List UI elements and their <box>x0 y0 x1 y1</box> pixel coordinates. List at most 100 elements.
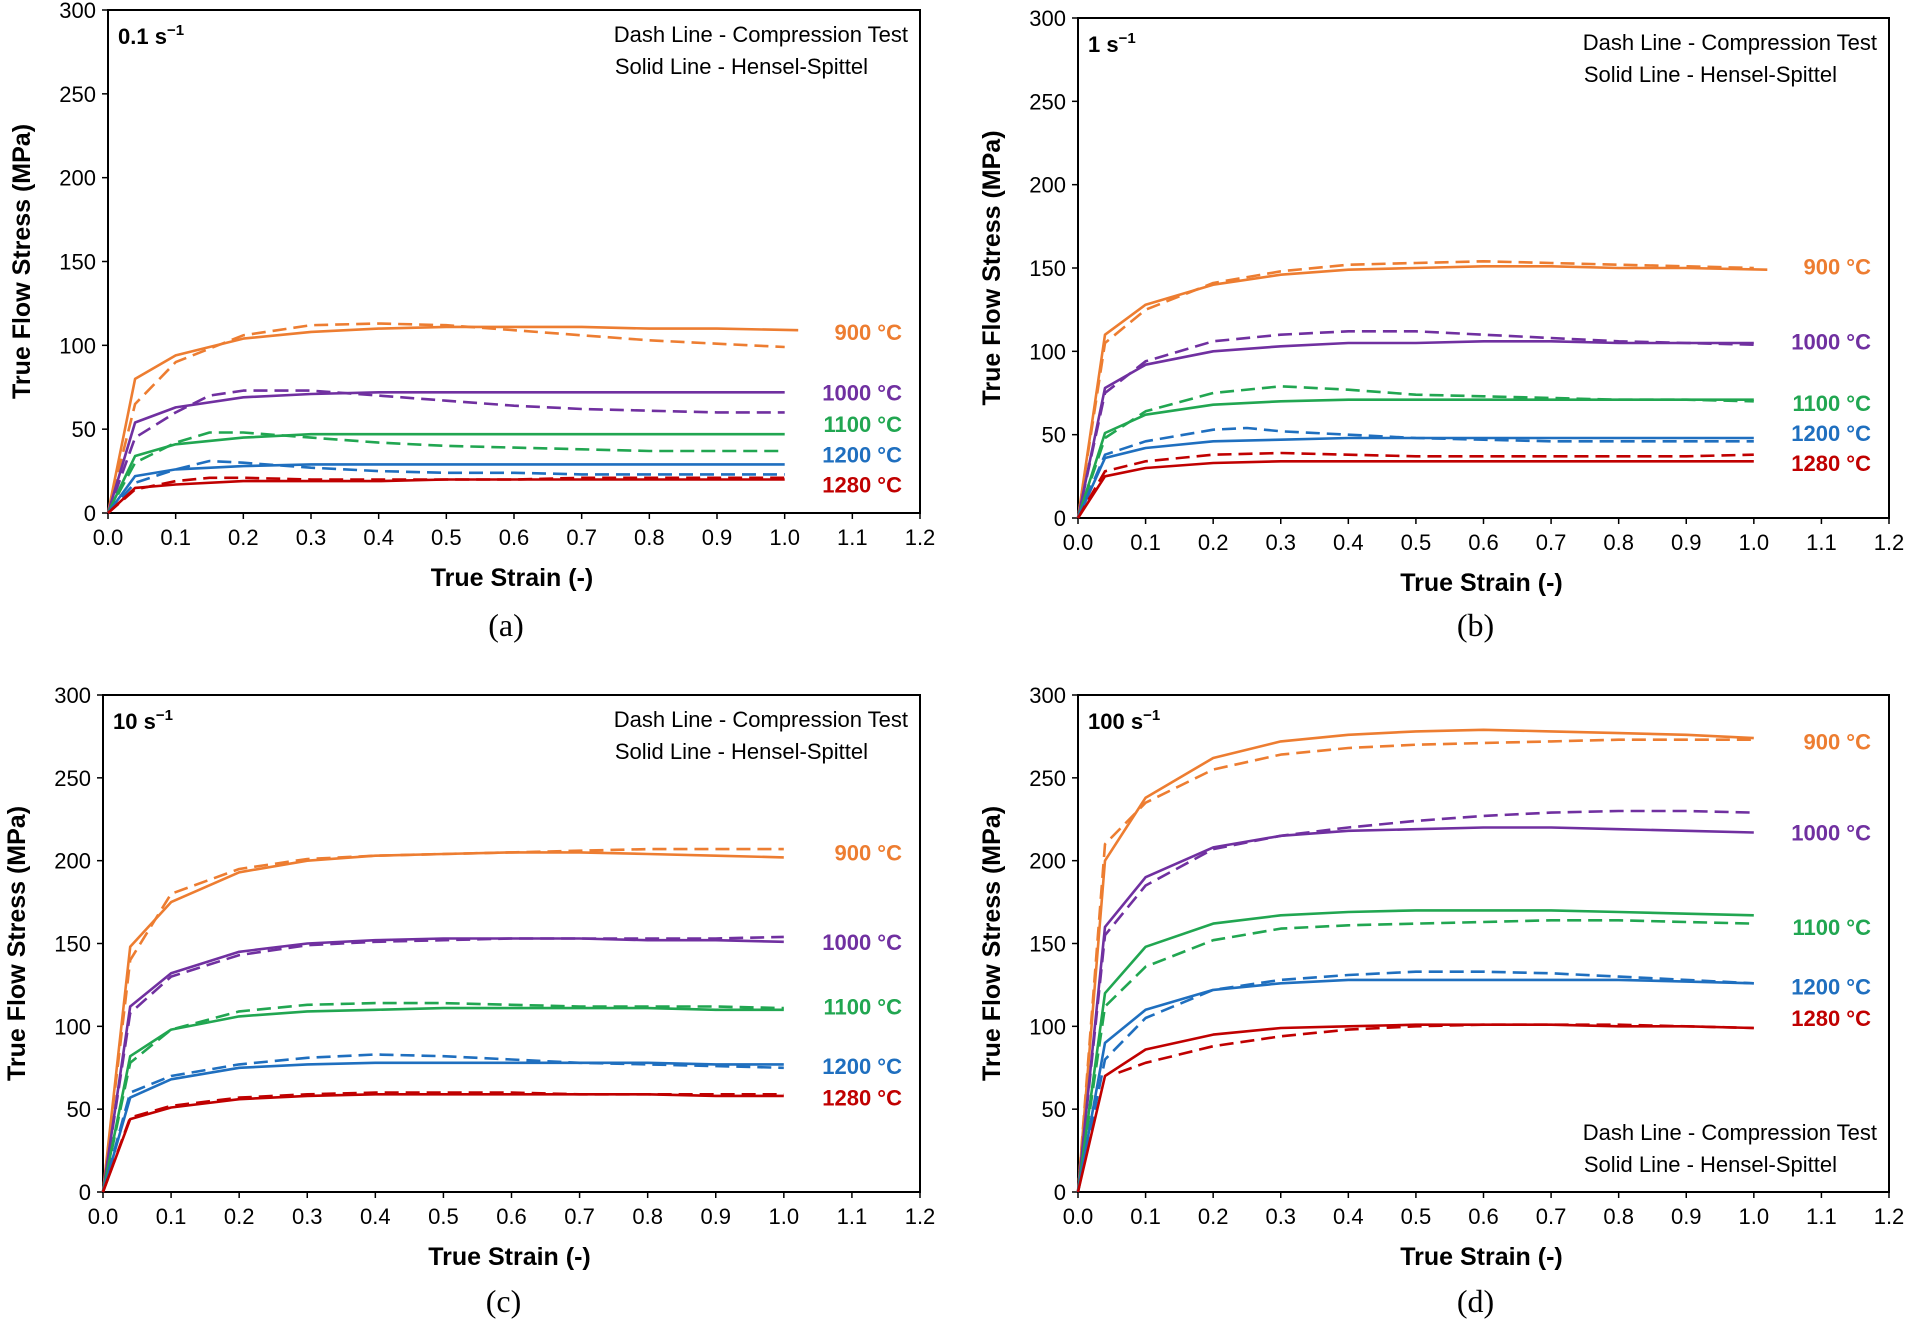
x-tick-label: 0.5 <box>1401 530 1432 555</box>
temperature-label: 1200 °C <box>822 442 902 467</box>
legend-solid-line: Solid Line - Hensel-Spittel <box>1584 1152 1837 1177</box>
temperature-label: 1280 °C <box>1791 451 1871 476</box>
x-tick-label: 1.2 <box>1874 530 1905 555</box>
x-tick-label: 0.1 <box>160 525 191 550</box>
hensel-spittel-line <box>106 325 799 514</box>
y-tick-label: 50 <box>1042 423 1066 448</box>
panel-caption: (c) <box>486 1283 522 1319</box>
hensel-spittel-line <box>1076 728 1754 1193</box>
hensel-spittel-line <box>107 478 785 514</box>
strain-rate-value: 10 s <box>113 709 156 734</box>
x-tick-label: 0.8 <box>1603 530 1634 555</box>
compression-test-line <box>1076 919 1754 1193</box>
legend-solid-line: Solid Line - Hensel-Spittel <box>615 739 868 764</box>
y-tick-label: 0 <box>1054 506 1066 531</box>
y-tick-label: 0 <box>1054 1180 1066 1205</box>
x-tick-label: 0.9 <box>1671 1204 1702 1229</box>
temperature-label: 900 °C <box>1803 729 1871 754</box>
strain-rate-value: 100 s <box>1088 709 1143 734</box>
y-tick-label: 0 <box>84 501 96 526</box>
temperature-label: 1280 °C <box>822 472 902 497</box>
y-tick-label: 250 <box>1029 89 1066 114</box>
temperature-label: 1200 °C <box>1791 421 1871 446</box>
compression-test-line <box>1076 970 1754 1193</box>
legend-dash-line: Dash Line - Compression Test <box>1583 1120 1877 1145</box>
x-tick-label: 0.0 <box>1063 1204 1094 1229</box>
y-tick-label: 200 <box>1029 173 1066 198</box>
compression-test-line <box>107 476 785 514</box>
series-900c: 900 °C <box>106 320 902 514</box>
series-layer: 900 °C 1000 °C 1100 °C 1200 °C 1280 °C <box>101 840 902 1193</box>
y-tick-label: 300 <box>1029 683 1066 708</box>
hensel-spittel-line <box>1076 1023 1754 1193</box>
x-tick-label: 0.8 <box>634 525 665 550</box>
temperature-label: 1000 °C <box>1791 821 1871 846</box>
series-1100c: 1100 °C <box>1076 385 1871 519</box>
temperature-label: 1200 °C <box>1791 975 1871 1000</box>
series-1280c: 1280 °C <box>1076 1006 1871 1193</box>
panel-caption: (b) <box>1457 607 1494 643</box>
y-tick-label: 150 <box>54 932 91 957</box>
compression-test-line <box>101 1053 784 1193</box>
x-tick-label: 0.2 <box>228 525 259 550</box>
hensel-spittel-line <box>1076 978 1754 1193</box>
series-layer: 900 °C 1000 °C 1100 °C 1200 °C 1280 °C <box>1076 254 1871 519</box>
y-tick-label: 300 <box>1029 6 1066 31</box>
hensel-spittel-line <box>101 1061 784 1193</box>
y-tick-label: 50 <box>67 1097 91 1122</box>
y-tick-label: 100 <box>1029 339 1066 364</box>
legend-solid-line: Solid Line - Hensel-Spittel <box>1584 62 1837 87</box>
x-tick-label: 0.5 <box>428 1204 459 1229</box>
x-tick-label: 0.4 <box>1333 530 1364 555</box>
strain-rate-exponent: −1 <box>156 707 173 724</box>
temperature-label: 1000 °C <box>1791 329 1871 354</box>
x-tick-label: 0.3 <box>296 525 327 550</box>
x-tick-label: 0.4 <box>363 525 394 550</box>
panel-d: 0 50 100 150 200 250 300 0.0 0.1 0.2 0.3 0.4 0.5 0.6 0… <box>978 683 1904 1319</box>
temperature-label: 1280 °C <box>1791 1006 1871 1031</box>
x-tick-label: 0.0 <box>88 1204 119 1229</box>
compression-test-line <box>1076 738 1754 1193</box>
temperature-label: 900 °C <box>834 840 902 865</box>
series-1200c: 1200 °C <box>1076 421 1871 519</box>
compression-test-line <box>1076 330 1754 519</box>
panel-c: 0 50 100 150 200 250 300 0.0 0.1 0.2 0.3 0.4 0.5 0.6 0… <box>3 683 935 1319</box>
y-tick-label: 100 <box>59 333 96 358</box>
series-1200c: 1200 °C <box>101 1053 902 1193</box>
panel-caption: (d) <box>1457 1283 1494 1319</box>
hensel-spittel-line <box>1076 909 1754 1193</box>
axis-ticks: 0 50 100 150 200 250 300 0.0 0.1 0.2 0.3 0.4 0.5 0.6 0… <box>1029 683 1904 1229</box>
x-tick-label: 0.3 <box>1265 1204 1296 1229</box>
strain-rate-label: 100 s−1 <box>1088 707 1160 734</box>
x-tick-label: 0.8 <box>632 1204 663 1229</box>
compression-test-line <box>101 847 784 1193</box>
strain-rate-exponent: −1 <box>1119 30 1136 47</box>
axis-ticks: 0 50 100 150 200 250 300 0.0 0.1 0.2 0.3 0.4 0.5 0.6 0… <box>1029 6 1904 555</box>
x-tick-label: 0.9 <box>702 525 733 550</box>
temperature-label: 900 °C <box>1803 254 1871 279</box>
x-tick-label: 0.4 <box>1333 1204 1364 1229</box>
x-tick-label: 0.7 <box>1536 530 1567 555</box>
strain-rate-label: 1 s−1 <box>1088 30 1136 57</box>
x-tick-label: 0.0 <box>1063 530 1094 555</box>
x-tick-label: 0.7 <box>566 525 597 550</box>
axis-ticks: 0 50 100 150 200 250 300 0.0 0.1 0.2 0.3 0.4 0.5 0.6 0… <box>54 683 935 1229</box>
x-tick-label: 0.6 <box>1468 1204 1499 1229</box>
compression-test-line <box>101 935 784 1193</box>
strain-rate-value: 0.1 s <box>118 24 167 49</box>
axis-ticks: 0 50 100 150 200 250 300 0.0 0.1 0.2 0.3 0.4 0.5 0.6 0… <box>59 0 935 550</box>
x-axis-label: True Strain (-) <box>1400 1243 1563 1271</box>
x-tick-label: 0.9 <box>1671 530 1702 555</box>
series-1200c: 1200 °C <box>1076 970 1871 1193</box>
x-tick-label: 0.6 <box>1468 530 1499 555</box>
x-tick-label: 1.1 <box>1806 530 1837 555</box>
compression-test-line <box>1076 385 1754 519</box>
x-tick-label: 0.5 <box>431 525 462 550</box>
y-tick-label: 150 <box>59 250 96 275</box>
x-tick-label: 0.2 <box>1198 1204 1229 1229</box>
legend-dash-line: Dash Line - Compression Test <box>1583 30 1877 55</box>
legend-solid-line: Solid Line - Hensel-Spittel <box>615 54 868 79</box>
series-layer: 900 °C 1000 °C 1100 °C 1200 °C 1280 °C <box>1076 728 1871 1193</box>
compression-test-line <box>1118 1023 1754 1074</box>
y-tick-label: 200 <box>1029 849 1066 874</box>
